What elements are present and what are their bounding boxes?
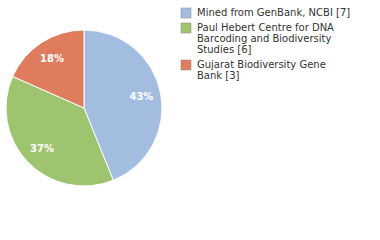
legend-label-line: Mined from GenBank, NCBI [7] (197, 7, 350, 18)
legend-swatch (181, 8, 191, 18)
legend-label: Paul Hebert Centre for DNABarcoding and … (197, 22, 334, 55)
legend-swatch (181, 60, 191, 70)
data-label: 43% (129, 91, 153, 102)
data-labels: 43% 37% 18% (30, 53, 153, 154)
legend-label-line: Studies [6] (197, 44, 252, 55)
legend-label-line: Barcoding and Biodiversity (197, 33, 331, 44)
data-label: 37% (30, 143, 54, 154)
pie-slice (13, 30, 84, 108)
legend-label-line: Bank [3] (197, 70, 240, 81)
legend-swatch (181, 23, 191, 33)
legend-label-line: Paul Hebert Centre for DNA (197, 22, 334, 33)
legend-label: Gujarat Biodiversity GeneBank [3] (197, 59, 326, 81)
legend-label: Mined from GenBank, NCBI [7] (197, 7, 350, 18)
data-label: 18% (40, 53, 64, 64)
legend: Mined from GenBank, NCBI [7] Paul Hebert … (181, 7, 350, 81)
chart: 43% 37% 18% Mined from GenBank, NCBI [7] Pau… (0, 0, 380, 240)
pie (6, 30, 162, 186)
legend-label-line: Gujarat Biodiversity Gene (197, 59, 326, 70)
